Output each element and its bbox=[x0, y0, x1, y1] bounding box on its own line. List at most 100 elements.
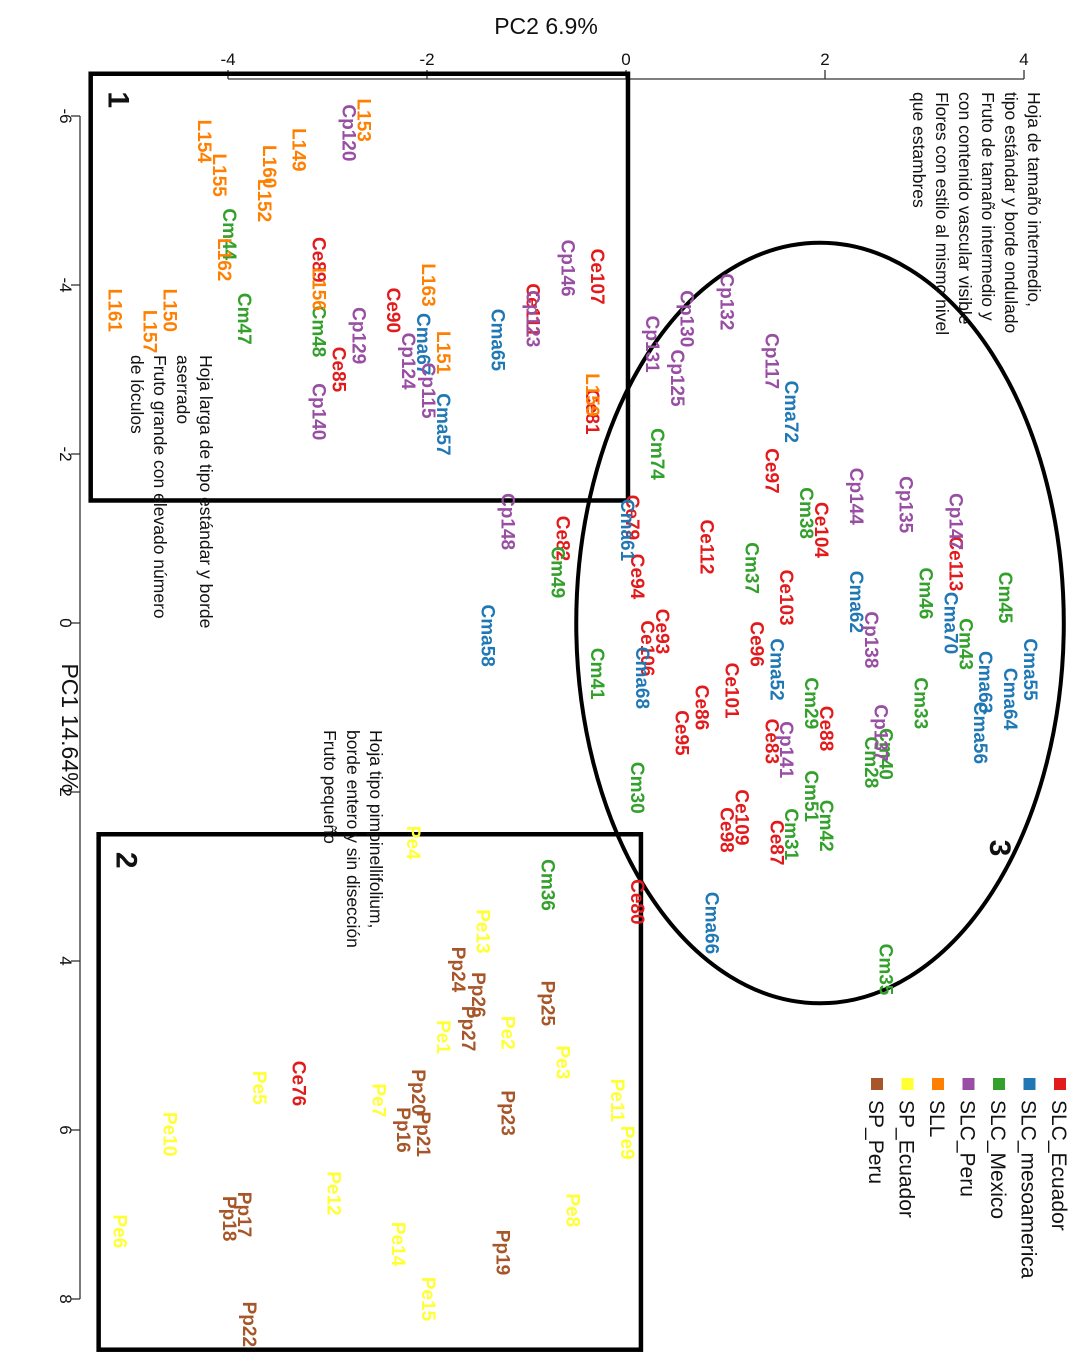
sample-point-label: Cm28 bbox=[860, 737, 881, 789]
pc2-tick-label: -4 bbox=[220, 50, 235, 69]
sample-point-label: Pe5 bbox=[248, 1071, 269, 1105]
pc2-tick-label: 4 bbox=[1019, 50, 1028, 69]
legend-label: SP_Ecuador bbox=[895, 1100, 918, 1218]
sample-point-label: Ce83 bbox=[760, 719, 781, 764]
sample-point-label: Ce106 bbox=[636, 620, 657, 676]
sample-point-label: Cma72 bbox=[780, 381, 801, 443]
region-number-1: 1 bbox=[102, 91, 135, 108]
sample-point-label: Pp27 bbox=[457, 1006, 478, 1051]
sample-point-label: Pe7 bbox=[367, 1083, 388, 1117]
legend-swatch bbox=[993, 1078, 1005, 1090]
sample-point-label: Ce80 bbox=[626, 879, 647, 924]
sample-point-label: Ce88 bbox=[815, 706, 836, 751]
sample-point-label: Cp148 bbox=[497, 493, 518, 550]
sample-point-label: Cp146 bbox=[556, 240, 577, 297]
region-2-note-line: borde entero y sin disección bbox=[343, 730, 363, 948]
sample-point-label: Cm44 bbox=[218, 208, 239, 260]
sample-point-label: L156 bbox=[308, 268, 329, 311]
sample-point-label: L150 bbox=[158, 289, 179, 332]
sample-point-label: Cm51 bbox=[800, 770, 821, 822]
region-3-note-line: que estambres bbox=[909, 92, 929, 208]
sample-point-label: Ce94 bbox=[626, 554, 647, 600]
sample-point-label: Cp115 bbox=[417, 363, 438, 419]
sample-point-label: Ce112 bbox=[696, 520, 717, 575]
sample-point-label: Cma66 bbox=[701, 892, 722, 954]
sample-point-label: L149 bbox=[288, 128, 309, 171]
legend: SLC_Ecuador SLC_mesoamerica SLC_Mexico SLC_… bbox=[864, 1078, 1070, 1279]
sample-point-label: Pp22 bbox=[238, 1302, 259, 1347]
sample-point-label: Pp24 bbox=[447, 947, 468, 993]
sample-point-label: Cp130 bbox=[676, 290, 697, 347]
sample-point-label: Cma55 bbox=[1019, 638, 1040, 701]
pc1-axis-title: PC1 14.64% bbox=[57, 663, 83, 792]
sample-point-label: Cm38 bbox=[795, 487, 816, 539]
sample-point-label: Cp132 bbox=[715, 273, 736, 330]
sample-point-label: Cm40 bbox=[875, 728, 896, 780]
sample-point-label: L163 bbox=[417, 263, 438, 306]
sample-point-label: Cma56 bbox=[969, 702, 990, 764]
region-3-note-line: Fruto de tamaño intermedio y bbox=[978, 92, 998, 321]
sample-point-label: Cma63 bbox=[974, 651, 995, 713]
pc1-tick-label: 8 bbox=[56, 1294, 75, 1303]
legend-label: SP_Peru bbox=[864, 1100, 887, 1184]
sample-point-label: Cm42 bbox=[815, 800, 836, 852]
sample-point-label: Ce109 bbox=[730, 789, 751, 845]
pc2-tick-label: 2 bbox=[820, 50, 829, 69]
legend-swatch bbox=[962, 1078, 975, 1090]
pc1-tick-label: 2 bbox=[56, 787, 75, 796]
sample-point-label: Ce86 bbox=[691, 685, 712, 730]
sample-point-label: Cm45 bbox=[994, 572, 1015, 624]
sample-point-label: Cp140 bbox=[308, 383, 329, 440]
pc2-tick-label: 0 bbox=[621, 50, 630, 69]
sample-point-label: Pp16 bbox=[392, 1107, 413, 1152]
sample-point-label: Pe4 bbox=[402, 826, 423, 860]
region-3-note-line: Flores con estilo al mismo nivel bbox=[932, 92, 952, 335]
sample-point-label: Ce87 bbox=[765, 820, 786, 865]
sample-point-label: Cp137 bbox=[870, 704, 891, 761]
sample-point-label: Pe11 bbox=[606, 1079, 627, 1123]
pc1-tick-label: -4 bbox=[56, 277, 75, 292]
region-number-2: 2 bbox=[110, 852, 143, 869]
sample-point-label: Cm36 bbox=[536, 859, 557, 911]
sample-point-label: Pe6 bbox=[109, 1214, 130, 1248]
region-1-note-line: Fruto grande con elevado número bbox=[150, 355, 170, 619]
sample-point-label: Cm37 bbox=[740, 542, 761, 594]
pc2-tick-label: -2 bbox=[419, 50, 434, 69]
pc1-tick-label: -6 bbox=[56, 108, 75, 123]
sample-point-label: Pe10 bbox=[158, 1112, 179, 1156]
sample-point-label: Pp20 bbox=[407, 1069, 428, 1114]
region-3-note-line: Hoja de tamaño intermedio, bbox=[1024, 92, 1044, 307]
sample-point-label: Cma61 bbox=[616, 499, 637, 562]
region-number-3: 3 bbox=[983, 840, 1016, 857]
sample-point-label: Pp19 bbox=[492, 1230, 513, 1275]
legend-swatch bbox=[1023, 1078, 1036, 1090]
sample-point-label: Ce103 bbox=[775, 570, 796, 626]
sample-point-label: Ce113 bbox=[944, 536, 965, 591]
sample-point-label: Cp141 bbox=[775, 721, 796, 778]
pc2-axis-title: PC2 6.9% bbox=[494, 13, 598, 39]
sample-point-label: Ce93 bbox=[651, 609, 672, 654]
sample-point-label: Cm41 bbox=[586, 648, 607, 700]
legend-label: SLC_Ecuador bbox=[1047, 1100, 1070, 1231]
sample-point-label: Cm48 bbox=[308, 306, 329, 358]
legend-label: SLL bbox=[925, 1100, 948, 1137]
sample-point-label: Pp23 bbox=[497, 1090, 518, 1135]
sample-point-label: Pp25 bbox=[536, 981, 557, 1027]
sample-point-label: Cma52 bbox=[765, 638, 786, 700]
pc1-tick-label: 0 bbox=[56, 618, 75, 627]
sample-point-label: L155 bbox=[208, 154, 229, 198]
sample-point-label: L160 bbox=[258, 145, 279, 188]
sample-point-label: Ce107 bbox=[586, 249, 607, 305]
sample-point-label: Cm47 bbox=[233, 293, 254, 345]
sample-point-label: L151 bbox=[432, 331, 453, 375]
sample-point-label: Ce89 bbox=[308, 237, 329, 282]
sample-point-label: Ce97 bbox=[760, 448, 781, 493]
pc1-tick-label: -2 bbox=[56, 446, 75, 461]
sample-point-label: Cp129 bbox=[347, 307, 368, 364]
sample-point-label: Ce85 bbox=[327, 347, 348, 393]
sample-point-label: Ce76 bbox=[288, 1061, 309, 1106]
region-3-note-line: con contenido vascular visible bbox=[955, 92, 975, 325]
sample-point-label: L157 bbox=[138, 310, 159, 353]
sample-point-label: Ce101 bbox=[720, 663, 741, 719]
